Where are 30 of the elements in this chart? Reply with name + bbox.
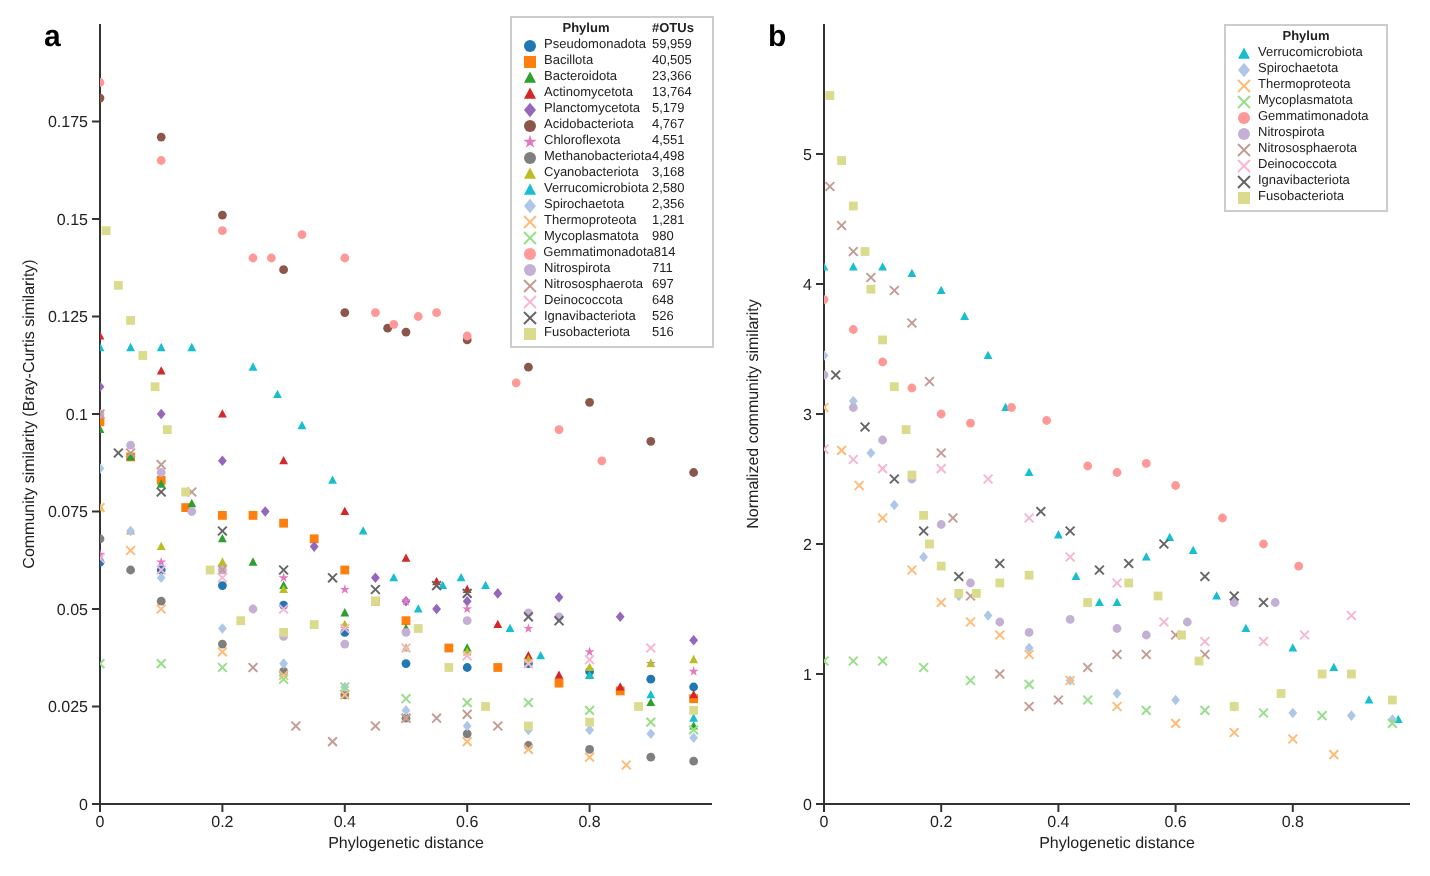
y-tick-label: 3 bbox=[803, 405, 814, 424]
y-axis-title: Normalized community similarity bbox=[743, 299, 762, 529]
y-tick-label: 5 bbox=[803, 145, 814, 164]
chart-title: a bbox=[44, 20, 61, 54]
x-tick-label: 0.4 bbox=[1047, 813, 1071, 832]
y-tick-label: 0.025 bbox=[47, 698, 90, 717]
x-tick-label: 0.8 bbox=[578, 813, 602, 832]
x-axis-title: Phylogenetic distance bbox=[328, 834, 485, 852]
y-tick-label: 0.05 bbox=[56, 600, 90, 619]
x-tick-label: 0.8 bbox=[1281, 813, 1306, 832]
y-tick-label: 0.1 bbox=[65, 405, 90, 424]
y-axis-title: Community similarity (Bray-Curtis similarity) bbox=[19, 258, 38, 569]
y-tick-label: 4 bbox=[803, 275, 814, 294]
y-tick-label: 0 bbox=[79, 795, 90, 814]
y-tick-label: 0.125 bbox=[47, 308, 90, 327]
x-tick-label: 0.2 bbox=[211, 813, 235, 832]
y-tick-label: 1 bbox=[803, 665, 814, 684]
y-tick-label: 2 bbox=[803, 535, 814, 554]
x-tick-label: 0 bbox=[95, 813, 106, 832]
x-tick-label: 0.4 bbox=[333, 813, 358, 832]
x-tick-label: 0.2 bbox=[930, 813, 954, 832]
y-tick-label: 0.175 bbox=[47, 113, 90, 132]
chart-title: b bbox=[768, 20, 787, 54]
y-tick-label: 0 bbox=[803, 795, 814, 814]
y-tick-label: 0.075 bbox=[47, 503, 90, 522]
x-tick-label: 0 bbox=[819, 813, 830, 832]
y-tick-label: 0.15 bbox=[56, 210, 90, 229]
x-tick-label: 0.6 bbox=[1164, 813, 1188, 832]
x-tick-label: 0.6 bbox=[456, 813, 480, 832]
x-axis-title: Phylogenetic distance bbox=[1039, 834, 1196, 852]
